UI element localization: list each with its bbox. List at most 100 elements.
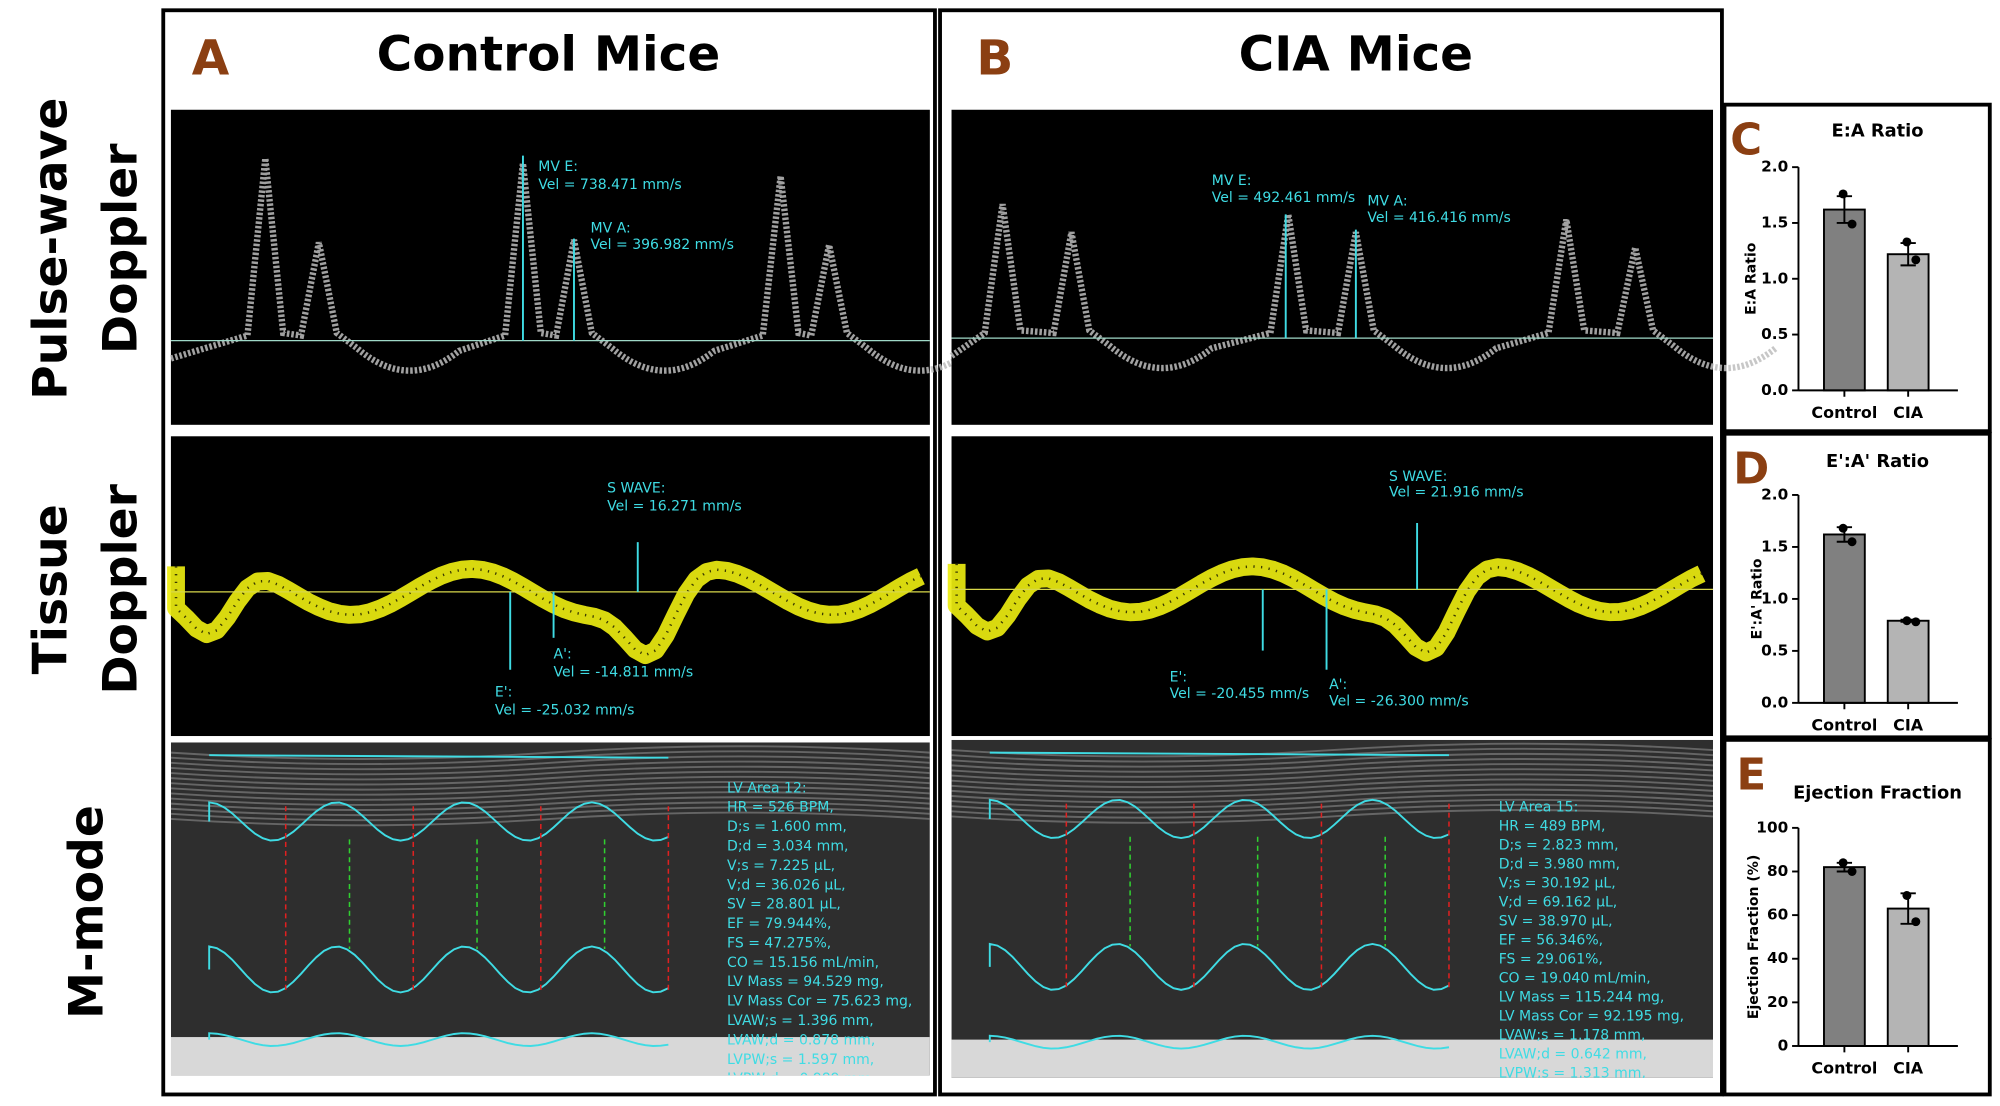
y-tick-label: 0.5: [1761, 325, 1788, 343]
m-mode-measurement: FS = 29.061%,: [1499, 952, 1603, 968]
y-tick-label: 1.5: [1761, 213, 1788, 231]
tissue-band: [951, 783, 1714, 799]
x-tick-label: Control: [1811, 1058, 1877, 1077]
m-mode-measurement: HR = 489 BPM,: [1499, 818, 1606, 834]
lv-wall-trace: [208, 1032, 669, 1047]
data-point: [1902, 237, 1912, 247]
tissue-trace-dots: [955, 563, 1703, 655]
chart-title: E':A' Ratio: [1826, 451, 1929, 472]
annotation: Vel = -25.032 mm/s: [495, 703, 635, 719]
tissue-band: [170, 791, 930, 806]
y-tick-label: 20: [1767, 993, 1788, 1011]
annotation: MV E:: [538, 159, 578, 175]
lv-wall-trace: [988, 798, 1450, 840]
m-mode-measurement: SV = 38.970 µL,: [1499, 913, 1613, 929]
row-label: Doppler: [94, 143, 149, 354]
bar: [1886, 907, 1930, 1047]
y-axis-label: E':A' Ratio: [1750, 558, 1766, 639]
panel-frame: [161, 8, 937, 1097]
tissue-band: [170, 770, 930, 786]
data-point: [1838, 523, 1848, 533]
y-tick-label: 1.5: [1761, 537, 1788, 555]
m-mode-image: LV Area 15: HR = 489 BPM, D;s = 2.823 mm, D…: [951, 739, 1714, 1082]
y-tick-label: 100: [1756, 818, 1788, 836]
data-point: [1838, 189, 1848, 199]
y-tick-label: 0.5: [1761, 641, 1788, 659]
scale-line: [989, 751, 1449, 757]
tissue-band: [170, 796, 930, 811]
bar: [1886, 619, 1930, 704]
tissue-band: [951, 798, 1714, 814]
x-tick-label: Control: [1811, 715, 1877, 734]
panel-title: CIA Mice: [1239, 26, 1473, 82]
scale-line: [209, 754, 669, 759]
tissue-band: [951, 793, 1714, 809]
data-point: [1847, 537, 1857, 547]
chart-letter: E: [1736, 751, 1766, 801]
tissue-band: [951, 778, 1714, 794]
data-point: [1847, 867, 1857, 876]
y-tick-label: 1.0: [1761, 269, 1788, 287]
annotation: Vel = -20.455 mm/s: [1170, 686, 1310, 702]
data-point: [1902, 616, 1912, 626]
bar: [1823, 533, 1866, 704]
tissue-trace-dots: [174, 566, 922, 657]
tissue-band: [951, 773, 1714, 789]
m-mode-measurement: LVAW;s = 1.396 mm,: [727, 1013, 874, 1029]
annotation: S WAVE:: [1389, 469, 1447, 485]
m-mode-measurement: LV Mass Cor = 92.195 mg,: [1499, 1009, 1684, 1025]
panel-frame: [938, 8, 1724, 1097]
x-tick-label: CIA: [1893, 403, 1924, 422]
m-mode-measurement: CO = 15.156 mL/min,: [727, 955, 879, 971]
tissue-band: [170, 801, 930, 817]
chart-letter: C: [1730, 115, 1762, 165]
chart-letter: D: [1733, 445, 1769, 495]
wall-band: [951, 1039, 1714, 1078]
annotation: Vel = 396.982 mm/s: [591, 237, 734, 253]
data-point: [1911, 255, 1921, 265]
m-mode-measurement: D;d = 3.980 mm,: [1499, 856, 1620, 872]
y-tick-label: 60: [1767, 906, 1788, 924]
data-point: [1911, 917, 1921, 927]
m-mode-measurement: FS = 47.275%,: [727, 935, 831, 951]
m-mode-measurement: CO = 19.040 mL/min,: [1499, 971, 1651, 987]
bar: [1823, 208, 1866, 392]
data-point: [1902, 891, 1912, 900]
tissue-band: [170, 755, 930, 771]
tissue-band: [170, 745, 930, 760]
y-tick-label: 0.0: [1761, 693, 1788, 711]
y-tick-label: 0.0: [1761, 381, 1788, 399]
annotation: Vel = 16.271 mm/s: [607, 498, 742, 514]
annotation: Vel = 492.461 mm/s: [1212, 190, 1355, 206]
m-mode-measurement: D;d = 3.034 mm,: [727, 838, 848, 854]
chart-frame: [1722, 102, 1992, 434]
annotation: A':: [554, 646, 572, 662]
m-mode-measurement: LVAW;d = 0.642 mm,: [1499, 1047, 1647, 1063]
tissue-band: [170, 806, 930, 822]
m-mode-measurement: LV Mass Cor = 75.623 mg,: [727, 994, 912, 1010]
m-mode-measurement: LVPW;s = 1.597 mm,: [727, 1052, 874, 1068]
tissue-band: [951, 742, 1714, 758]
lv-wall-trace: [988, 1034, 1450, 1050]
chart-title: E:A Ratio: [1832, 120, 1924, 141]
y-tick-label: 80: [1767, 862, 1788, 880]
panel-title: Control Mice: [377, 26, 721, 82]
m-mode-measurement: EF = 56.346%,: [1499, 932, 1603, 948]
x-tick-label: Control: [1811, 403, 1877, 422]
tissue-band: [170, 765, 930, 781]
annotation: MV E:: [1212, 173, 1252, 189]
m-mode-measurement: LVPW;s = 1.313 mm,: [1499, 1066, 1646, 1082]
bar: [1886, 253, 1930, 392]
tissue-band: [951, 788, 1714, 804]
annotation: MV A:: [1367, 194, 1407, 210]
tissue-band: [951, 809, 1714, 824]
annotation: S WAVE:: [607, 481, 665, 497]
wall-band: [170, 1037, 930, 1076]
chart-title: Ejection Fraction: [1793, 782, 1962, 803]
m-mode-image: LV Area 12: HR = 526 BPM, D;s = 1.600 mm, D…: [170, 742, 930, 1076]
y-tick-label: 1.0: [1761, 589, 1788, 607]
row-label: Tissue: [24, 504, 79, 674]
x-tick-label: CIA: [1893, 1058, 1924, 1077]
annotation: A':: [1329, 677, 1347, 693]
chart-frame: [1722, 431, 1992, 740]
